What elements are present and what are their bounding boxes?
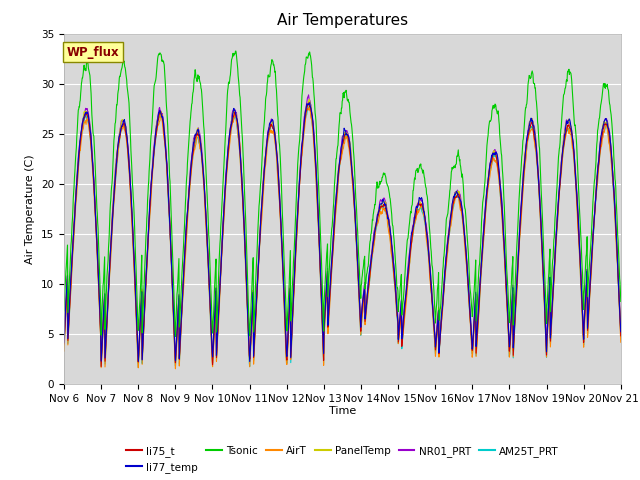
Title: Air Temperatures: Air Temperatures [277, 13, 408, 28]
Text: WP_flux: WP_flux [67, 46, 120, 59]
Legend: li75_t, li77_temp, Tsonic, AirT, PanelTemp, NR01_PRT, AM25T_PRT: li75_t, li77_temp, Tsonic, AirT, PanelTe… [122, 442, 563, 477]
Y-axis label: Air Temperature (C): Air Temperature (C) [26, 154, 35, 264]
X-axis label: Time: Time [329, 407, 356, 417]
